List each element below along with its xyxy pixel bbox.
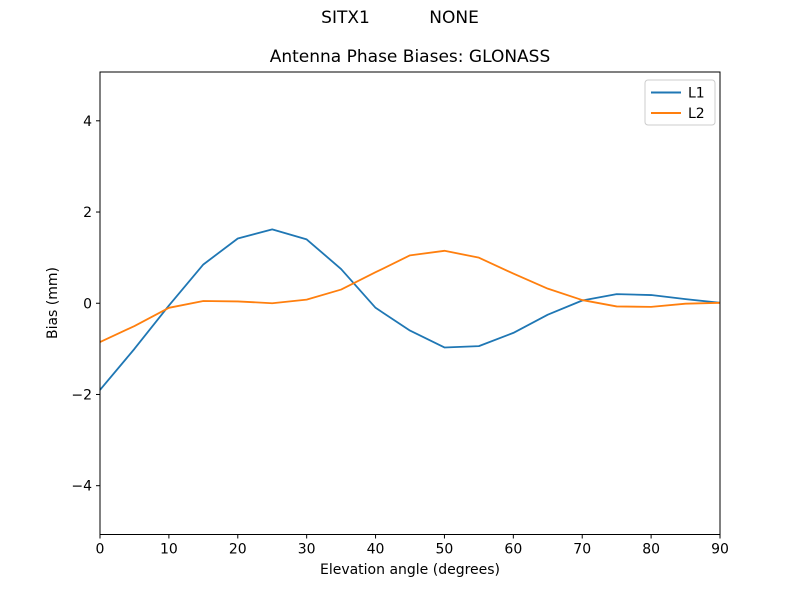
figure-suptitle: SITX1 NONE	[321, 8, 479, 28]
series-line-l1	[99, 228, 721, 391]
x-tick-label: 10	[160, 542, 178, 558]
x-tick-label: 40	[367, 542, 385, 558]
chart-title: Antenna Phase Biases: GLONASS	[270, 47, 551, 67]
x-axis-label: Elevation angle (degrees)	[320, 562, 500, 578]
x-tick-label: 30	[298, 542, 316, 558]
x-tick-label: 60	[504, 542, 522, 558]
x-tick-label: 20	[229, 542, 247, 558]
axes-layer: 0 10 20 30 40 50 60 70 80 90 −4 −2 0 2 4	[71, 71, 729, 558]
y-axis-label: Bias (mm)	[45, 267, 61, 339]
legend-label-l1: L1	[688, 86, 705, 102]
y-tick-label: 2	[83, 205, 92, 221]
x-tick-label: 0	[96, 542, 105, 558]
y-tick-label: 0	[83, 296, 92, 312]
x-tick-label: 80	[642, 542, 660, 558]
y-tick-label: 4	[83, 114, 92, 130]
y-tick-label: −2	[71, 387, 92, 403]
series-line-l2	[99, 249, 721, 343]
x-tick-label: 90	[711, 542, 729, 558]
x-tick-label: 70	[573, 542, 591, 558]
y-tick-label: −4	[71, 479, 92, 495]
x-tick-label: 50	[436, 542, 454, 558]
series-layer	[99, 228, 721, 391]
legend-label-l2: L2	[688, 106, 705, 122]
